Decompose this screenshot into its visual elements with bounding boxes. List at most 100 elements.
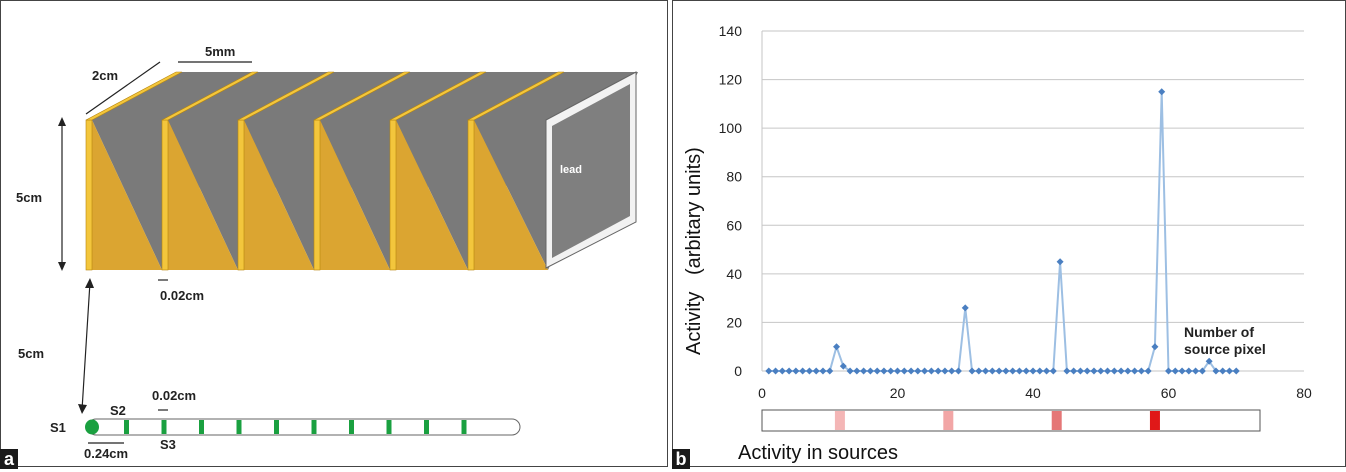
data-point [1090, 367, 1098, 375]
slat-side-face [474, 120, 548, 270]
strip-cell [1149, 411, 1160, 430]
data-point [860, 367, 868, 375]
panel-b-tag: b [672, 449, 690, 469]
source-s3-label: S3 [160, 437, 176, 452]
source-pixel [349, 420, 354, 434]
data-point [887, 367, 895, 375]
data-point [1198, 367, 1206, 375]
x-tick-label: 60 [1161, 385, 1177, 401]
data-point [907, 367, 915, 375]
source-s1-label: S1 [50, 420, 66, 435]
dim-2cm-line [85, 61, 161, 115]
data-point [1117, 367, 1125, 375]
data-point [1022, 367, 1030, 375]
data-point [805, 367, 813, 375]
slat-side-face [92, 120, 162, 270]
data-point [1009, 367, 1017, 375]
slat-side-face [168, 120, 238, 270]
y-tick-label: 60 [726, 217, 742, 233]
data-point [975, 367, 983, 375]
dim-distance-label: 5cm [18, 346, 44, 361]
source-pixel [424, 420, 429, 434]
source-pixels [124, 420, 467, 434]
data-point [1131, 367, 1139, 375]
x-tick-label: 80 [1296, 385, 1312, 401]
data-point [954, 367, 962, 375]
source-gap-label: 0.02cm [152, 388, 196, 403]
strip-cell [834, 411, 845, 430]
dim-5cm-height-label: 5cm [16, 190, 42, 205]
data-point [1178, 367, 1186, 375]
slat-side-face [244, 120, 314, 270]
activity-chart: 0 20 40 60 80 100 120 140 0 20 40 60 80 Activity (a… [683, 23, 1312, 464]
data-point [1056, 258, 1064, 266]
data-point [1110, 367, 1118, 375]
source-activity-strip [761, 409, 1261, 432]
arrowhead-icon [78, 404, 87, 414]
slat-top-edge [161, 71, 259, 121]
slat-side-face [396, 120, 468, 270]
source-pixel [161, 420, 167, 434]
data-point [1070, 367, 1078, 375]
data-point [1171, 367, 1179, 375]
data-point [839, 362, 847, 370]
x-tick-labels: 0 20 40 60 80 [758, 385, 1312, 401]
source-pixel [124, 420, 129, 434]
source-pixel [236, 420, 242, 434]
data-point [1036, 367, 1044, 375]
source-pixel [311, 420, 317, 434]
y-tick-label: 120 [719, 72, 743, 88]
data-point [995, 367, 1003, 375]
strip-cell [1051, 411, 1062, 430]
data-point [927, 367, 935, 375]
series-points [765, 88, 1240, 375]
data-point [1205, 357, 1213, 365]
y-tick-label: 140 [719, 23, 743, 39]
lead-label: lead [560, 164, 582, 176]
y-tick-label: 100 [719, 120, 743, 136]
y-tick-label: 40 [726, 266, 742, 282]
arrowhead-icon [58, 117, 66, 126]
data-point [1029, 367, 1037, 375]
strip-cell [943, 411, 954, 430]
data-point [792, 367, 800, 375]
data-point [772, 367, 780, 375]
data-point [819, 367, 827, 375]
strip-label: Activity in sources [738, 442, 898, 464]
data-point [914, 367, 922, 375]
data-point [988, 367, 996, 375]
data-point [778, 367, 786, 375]
data-point [900, 367, 908, 375]
data-point [1083, 367, 1091, 375]
data-point [894, 367, 901, 375]
data-point [934, 367, 942, 375]
source-pitch-label: 0.24cm [84, 446, 128, 461]
y-axis-label: Activity (arbitary units) [683, 147, 705, 355]
data-point [833, 343, 841, 351]
slat-side-face [320, 120, 390, 270]
strip-cells [834, 411, 1160, 430]
y-tick-label: 0 [734, 363, 742, 379]
source-pixel [274, 420, 279, 434]
y-tick-label: 80 [726, 169, 742, 185]
arrowhead-icon [85, 278, 94, 288]
data-point [1158, 88, 1166, 96]
data-point [1049, 367, 1057, 375]
data-point [873, 367, 881, 375]
data-point [968, 367, 976, 375]
data-point [1063, 367, 1071, 375]
data-point [1219, 367, 1227, 375]
panel-b-frame [672, 0, 1346, 467]
dim-2cm-label: 2cm [92, 68, 118, 83]
data-point [941, 367, 949, 375]
source-s1-marker [85, 419, 99, 435]
slat-top-edge [313, 71, 411, 121]
data-point [765, 367, 773, 375]
slat-top-edge [467, 71, 565, 121]
source-pixel [199, 420, 204, 434]
data-point [1043, 367, 1051, 375]
source-pixel [461, 420, 467, 434]
data-point [880, 367, 888, 375]
data-point [1015, 367, 1023, 375]
dim-distance-line [81, 281, 91, 411]
